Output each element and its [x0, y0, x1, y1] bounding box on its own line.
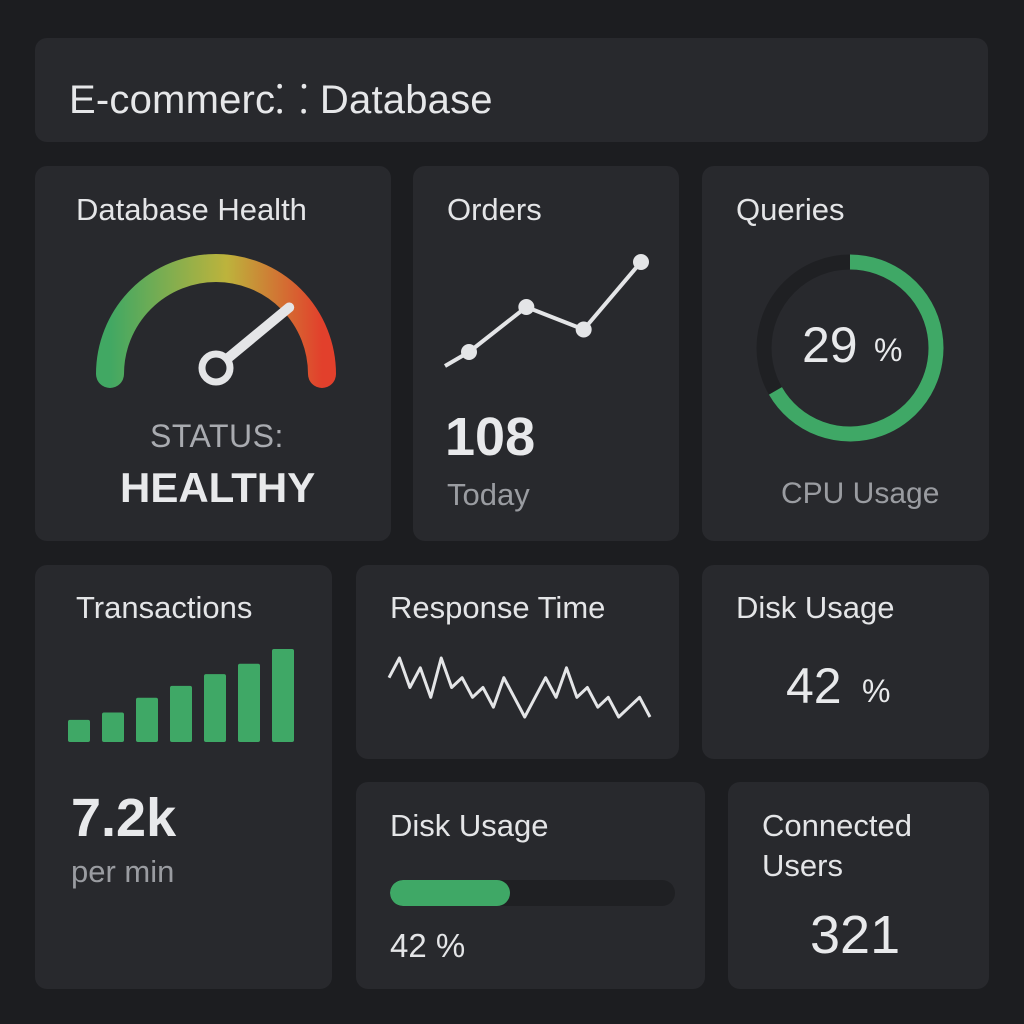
disk-usage-title: Disk Usage	[736, 590, 895, 625]
cpu-percent-sign: %	[874, 332, 903, 368]
orders-value: 108	[445, 407, 536, 467]
response-time-sparkline	[387, 656, 652, 719]
transactions-bar	[238, 663, 260, 742]
header-bar: E-commerc⸬ Database	[35, 38, 988, 142]
response-time-title: Response Time	[390, 590, 606, 625]
orders-trend-chart	[443, 254, 649, 368]
transactions-bar-chart	[68, 649, 294, 742]
connected-users-card[interactable]: Connected Users 321	[728, 782, 989, 989]
disk-usage-bar-title: Disk Usage	[390, 808, 549, 843]
dashboard-title: E-commerc⸬ Database	[69, 78, 493, 122]
disk-usage-bar-card[interactable]: Disk Usage 42 %	[356, 782, 705, 989]
transactions-bar	[170, 685, 192, 742]
transactions-bar	[272, 649, 294, 742]
connected-users-value: 321	[810, 905, 901, 965]
transactions-bar	[102, 712, 124, 742]
response-time-card[interactable]: Response Time	[356, 565, 679, 759]
orders-trend-point	[518, 299, 535, 315]
orders-caption: Today	[447, 477, 530, 512]
transactions-card[interactable]: Transactions 7.2k per min	[35, 565, 332, 989]
orders-trend-point	[461, 344, 477, 360]
transactions-title: Transactions	[76, 590, 253, 625]
disk-usage-fill	[390, 880, 510, 906]
disk-usage-track	[390, 880, 675, 906]
connected-users-title-line2: Users	[762, 848, 843, 883]
status-label: STATUS:	[150, 418, 284, 454]
cpu-usage-caption: CPU Usage	[781, 477, 940, 510]
status-value: HEALTHY	[120, 464, 316, 511]
transactions-value: 7.2k	[71, 788, 177, 848]
cpu-percent-number: 29	[802, 317, 858, 373]
orders-card[interactable]: Orders 108 Today	[413, 166, 679, 541]
cpu-usage-ring	[756, 254, 944, 442]
transactions-bar	[204, 674, 226, 742]
ring-progress	[768, 254, 944, 442]
database-health-card[interactable]: Database Health STATUS: HEALTHY	[35, 166, 391, 541]
connected-users-title-line1: Connected	[762, 808, 912, 843]
health-gauge	[96, 254, 336, 388]
disk-usage-bar-value: 42 %	[390, 927, 466, 964]
queries-card[interactable]: Queries 29 % CPU Usage	[702, 166, 989, 541]
gauge-pivot	[198, 350, 234, 386]
orders-title: Orders	[447, 192, 542, 227]
response-time-line	[387, 656, 652, 719]
transactions-bar	[136, 697, 158, 742]
gauge-arc	[96, 254, 336, 388]
disk-usage-number: 42	[786, 658, 842, 714]
queries-title: Queries	[736, 192, 845, 227]
orders-trend-point	[633, 254, 649, 270]
transactions-caption: per min	[71, 854, 175, 889]
disk-usage-sign: %	[862, 673, 891, 709]
orders-trend-point	[575, 321, 592, 338]
database-health-title: Database Health	[76, 192, 307, 227]
transactions-bar	[68, 719, 90, 742]
disk-usage-card[interactable]: Disk Usage 42 %	[702, 565, 989, 759]
